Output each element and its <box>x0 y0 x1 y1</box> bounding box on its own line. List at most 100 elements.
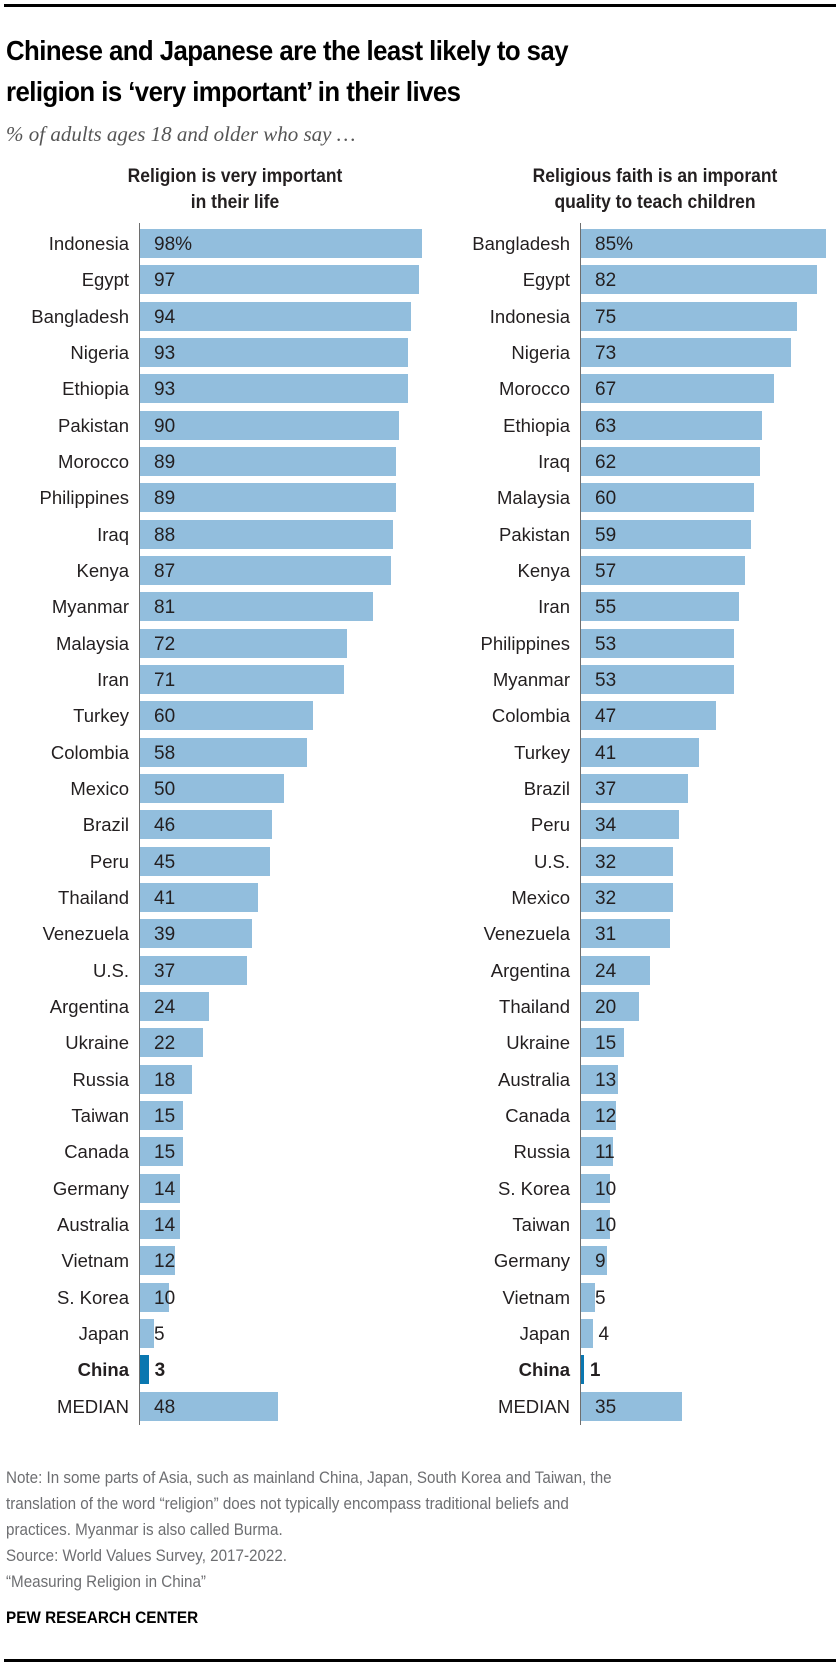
bar-bangladesh <box>581 229 826 258</box>
bar-pakistan <box>581 519 751 549</box>
category-label-text: Argentina <box>490 959 570 981</box>
category-label-text: Iraq <box>538 450 570 472</box>
category-label-text: Kenya <box>517 559 570 581</box>
category-label-text: Ukraine <box>65 1032 129 1054</box>
bar-iraq <box>140 519 394 549</box>
left-panel-title-line-2: in their life <box>190 192 280 213</box>
value-label: 5 <box>154 1323 165 1345</box>
value-label: 12 <box>154 1251 176 1273</box>
category-label-text: Philippines <box>480 632 570 654</box>
bar-vietnam <box>140 1246 175 1276</box>
category-label-turkey: Turkey <box>0 701 129 730</box>
category-label-text: Myanmar <box>492 668 570 690</box>
value-label: 48 <box>154 1396 176 1418</box>
category-label-text: Ethiopia <box>62 378 129 400</box>
y-axis-line <box>580 223 581 1425</box>
value-label: 24 <box>154 996 176 1018</box>
right-panel-title-line-1: Religious faith is an imporant <box>532 166 778 187</box>
category-label-vietnam: Vietnam <box>0 1283 570 1312</box>
value-label: 13 <box>595 1069 617 1091</box>
category-label-s-korea: S. Korea <box>0 1174 570 1203</box>
bar-canada <box>140 1137 184 1167</box>
category-label-china: China <box>0 1355 129 1384</box>
value-label: 4 <box>598 1323 610 1345</box>
bar-median <box>140 1391 279 1421</box>
category-label-egypt: Egypt <box>0 265 129 294</box>
bar-egypt <box>581 265 818 295</box>
value-label: 47 <box>595 706 617 728</box>
category-label-colombia: Colombia <box>0 738 129 767</box>
bar-mexico <box>581 882 674 912</box>
category-label-text: Iraq <box>97 523 129 545</box>
category-label-ethiopia: Ethiopia <box>0 411 570 440</box>
category-label-text: Malaysia <box>497 487 570 509</box>
category-label-text: Bangladesh <box>472 233 570 254</box>
bar-japan <box>581 1318 593 1348</box>
value-label: 9 <box>595 1251 606 1273</box>
category-label-text: Argentina <box>49 995 129 1017</box>
bar-venezuela <box>140 919 253 949</box>
bar-morocco <box>140 446 397 476</box>
value-label: 15 <box>595 1033 617 1055</box>
category-label-australia: Australia <box>0 1065 570 1094</box>
value-label: 22 <box>154 1033 176 1055</box>
bar-philippines <box>581 628 734 658</box>
bar-indonesia <box>581 301 797 331</box>
category-label-text: Brazil <box>82 814 129 836</box>
value-label: 32 <box>595 887 617 909</box>
bar-morocco <box>581 374 774 404</box>
category-label-text: Malaysia <box>56 632 129 654</box>
category-label-text: Venezuela <box>42 923 129 945</box>
category-label-indonesia: Indonesia <box>0 229 129 258</box>
category-label-text: China <box>518 1359 570 1381</box>
category-label-text: Myanmar <box>51 596 129 618</box>
chart-title-line-1: Chinese and Japanese are the least likel… <box>6 35 569 66</box>
category-label-kenya: Kenya <box>0 556 570 585</box>
value-label: 71 <box>154 669 176 691</box>
category-label-malaysia: Malaysia <box>0 483 570 512</box>
value-label: 88 <box>154 524 176 546</box>
bar-argentina <box>581 955 651 985</box>
category-label-text: Colombia <box>50 741 129 763</box>
bar-u-s- <box>140 955 247 985</box>
value-label: 32 <box>595 851 617 873</box>
category-label-median: MEDIAN <box>0 1392 570 1421</box>
bar-colombia <box>581 701 717 731</box>
bar-colombia <box>140 737 308 767</box>
category-label-morocco: Morocco <box>0 447 129 476</box>
value-label: 34 <box>595 815 617 837</box>
category-label-russia: Russia <box>0 1137 570 1166</box>
value-label: 81 <box>154 597 176 619</box>
value-label: 59 <box>595 524 617 546</box>
category-label-text: Brazil <box>523 777 570 799</box>
category-label-indonesia: Indonesia <box>0 302 570 331</box>
category-label-japan: Japan <box>0 1319 129 1348</box>
bar-brazil <box>581 773 688 803</box>
category-label-thailand: Thailand <box>0 883 129 912</box>
bar-taiwan <box>581 1209 610 1239</box>
value-label: 3 <box>154 1360 166 1382</box>
category-label-myanmar: Myanmar <box>0 665 570 694</box>
bar-iran <box>581 592 740 622</box>
bar-ukraine <box>140 1028 204 1058</box>
category-label-text: Australia <box>498 1068 570 1090</box>
category-label-text: U.S. <box>93 959 129 981</box>
category-label-text: Egypt <box>81 269 129 291</box>
top-rule <box>4 4 836 7</box>
value-label: 37 <box>595 778 617 800</box>
value-label: 5 <box>595 1287 606 1309</box>
value-label: 82 <box>595 270 617 292</box>
category-label-text: Nigeria <box>511 341 570 363</box>
category-label-text: S. Korea <box>498 1177 570 1199</box>
category-label-iraq: Iraq <box>0 447 570 476</box>
bar-egypt <box>140 265 420 295</box>
category-label-text: Vietnam <box>61 1250 129 1272</box>
value-label: 1 <box>589 1360 601 1382</box>
value-label: 63 <box>595 415 617 437</box>
bar-argentina <box>140 991 210 1021</box>
bar-vietnam <box>581 1282 596 1312</box>
category-label-text: MEDIAN <box>57 1395 129 1417</box>
category-label-malaysia: Malaysia <box>0 629 129 658</box>
category-label-text: Pakistan <box>499 523 570 545</box>
category-label-mexico: Mexico <box>0 774 129 803</box>
